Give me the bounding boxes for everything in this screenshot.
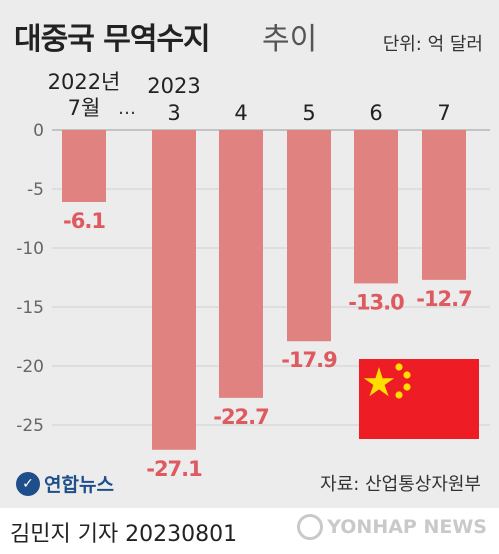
source-label: 자료: 산업통상자원부 xyxy=(320,474,481,495)
watermark-icon xyxy=(297,514,324,540)
reporter-byline: 김민지 기자 20230801 xyxy=(10,522,238,547)
unit-label: 단위: 억 달러 xyxy=(382,34,483,55)
x-tick-label: 5 xyxy=(302,101,315,125)
bar-value-label: -27.1 xyxy=(146,457,202,481)
y-tick-label: -5 xyxy=(27,180,44,200)
yonhap-news-watermark: YONHAP NEWS xyxy=(297,514,487,540)
x-tick-label: 6 xyxy=(369,101,382,125)
bar xyxy=(287,130,331,342)
watermark-text: YONHAP NEWS xyxy=(327,516,487,538)
y-tick-label: -20 xyxy=(16,357,44,377)
bar-value-label: -22.7 xyxy=(213,405,269,429)
bar xyxy=(62,130,106,202)
x-tick-label: 3 xyxy=(167,101,180,125)
chart-title: 대중국 무역수지 xyxy=(14,22,211,57)
x-tick-label: 7 xyxy=(437,101,450,125)
bar-chart: 0 -5 -10 -15 -20 -25 3 4 5 6 7 -6.1 -27.1 -22.7 -17.9 -… xyxy=(16,101,490,481)
bar xyxy=(354,130,398,284)
bar xyxy=(422,130,466,280)
china-flag-icon xyxy=(359,359,479,439)
yonhap-logo-icon: ✓ xyxy=(16,471,40,496)
bar-value-label: -17.9 xyxy=(281,348,337,372)
bar xyxy=(219,130,263,398)
x-tick-label: 4 xyxy=(234,101,247,125)
y-tick-label: 0 xyxy=(33,121,44,141)
bar xyxy=(152,130,196,450)
logo-text: 연합뉴스 xyxy=(44,474,114,496)
x-label-ellipsis: … xyxy=(118,98,136,119)
x-label-year-2023: 2023 xyxy=(147,74,201,98)
y-tick-label: -25 xyxy=(16,416,44,436)
y-tick-label: -15 xyxy=(16,298,44,318)
y-tick-label: -10 xyxy=(16,239,44,259)
yonhap-logo: ✓ 연합뉴스 xyxy=(16,470,114,497)
bar-value-label: -12.7 xyxy=(416,287,472,311)
x-label-year-2022: 2022년 xyxy=(47,70,121,94)
chart-title-suffix: 추이 xyxy=(262,22,318,57)
bar-value-label: -13.0 xyxy=(348,290,404,314)
bar-value-label: -6.1 xyxy=(63,209,105,233)
x-label-month-7: 7월 xyxy=(67,96,101,120)
